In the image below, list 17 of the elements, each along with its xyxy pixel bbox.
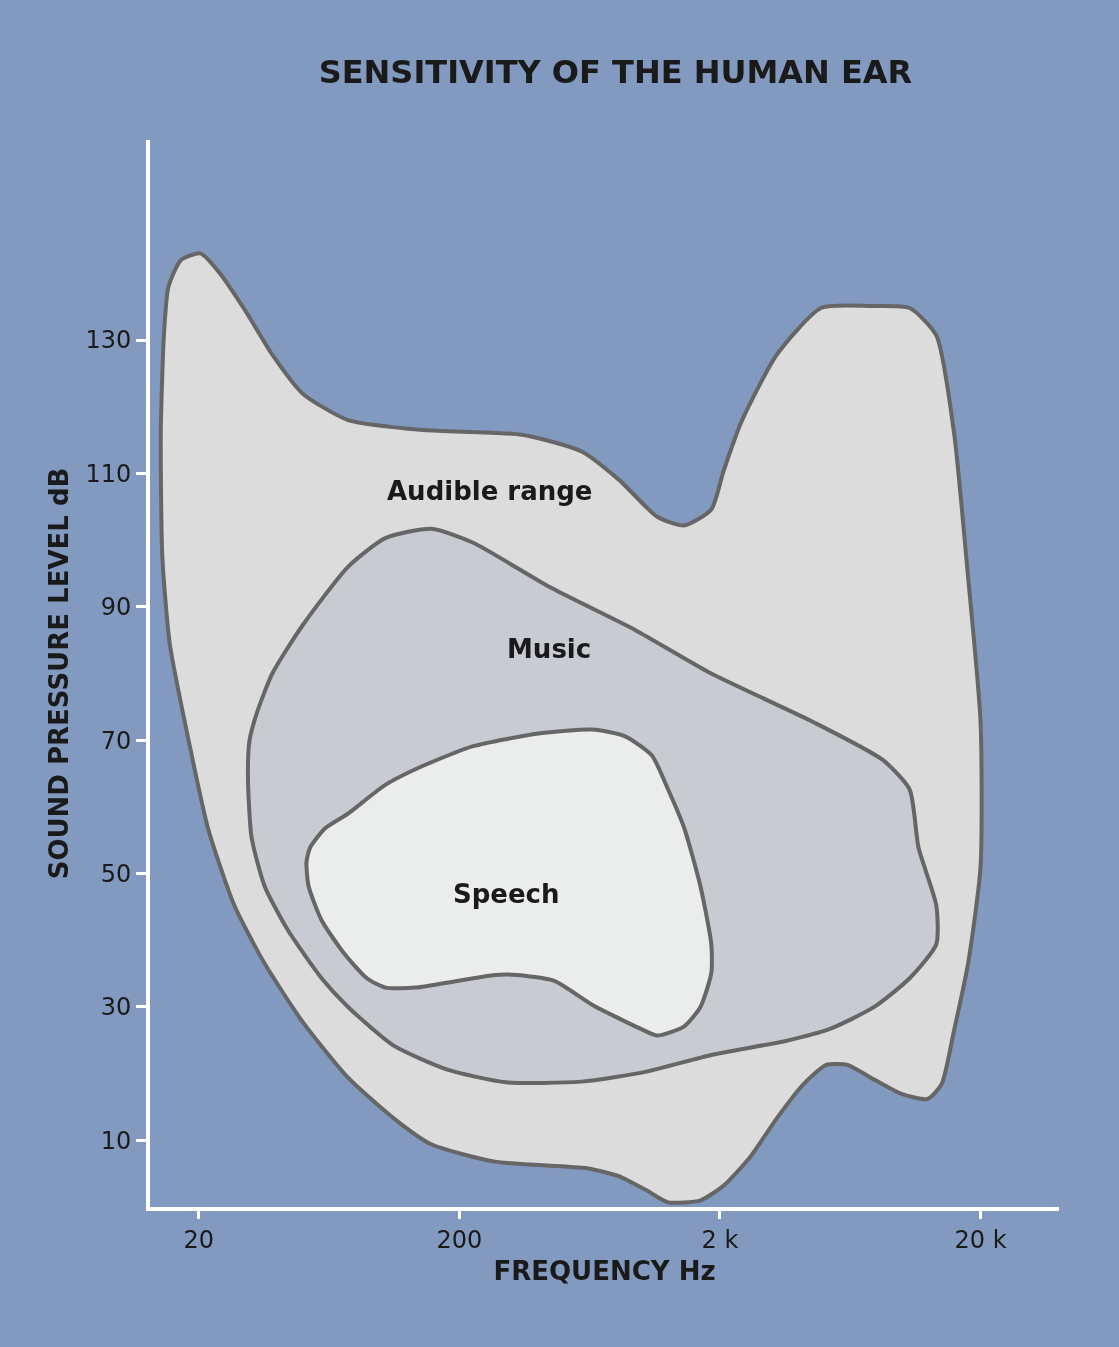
series-label: Speech [453,879,560,909]
x-tick-label: 20 k [954,1225,1007,1254]
y-tick-label: 10 [100,1126,132,1155]
y-tick-label: 30 [100,993,132,1022]
y-tick-label: 110 [85,459,132,488]
y-axis-title: SOUND PRESSURE LEVEL dB [44,467,75,880]
y-tick-label: 70 [100,726,132,755]
x-tick-label: 20 [183,1225,215,1254]
y-tick-label: 130 [85,326,132,355]
series-label: Music [507,634,592,664]
series-label: Audible range [387,476,593,506]
x-tick-label: 200 [436,1225,483,1254]
x-tick-label: 2 k [701,1225,739,1254]
chart-title: SENSITIVITY OF THE HUMAN EAR [318,53,913,92]
y-tick-label: 50 [100,859,132,888]
y-tick-label: 90 [100,593,132,622]
x-axis-title: FREQUENCY Hz [493,1256,716,1286]
